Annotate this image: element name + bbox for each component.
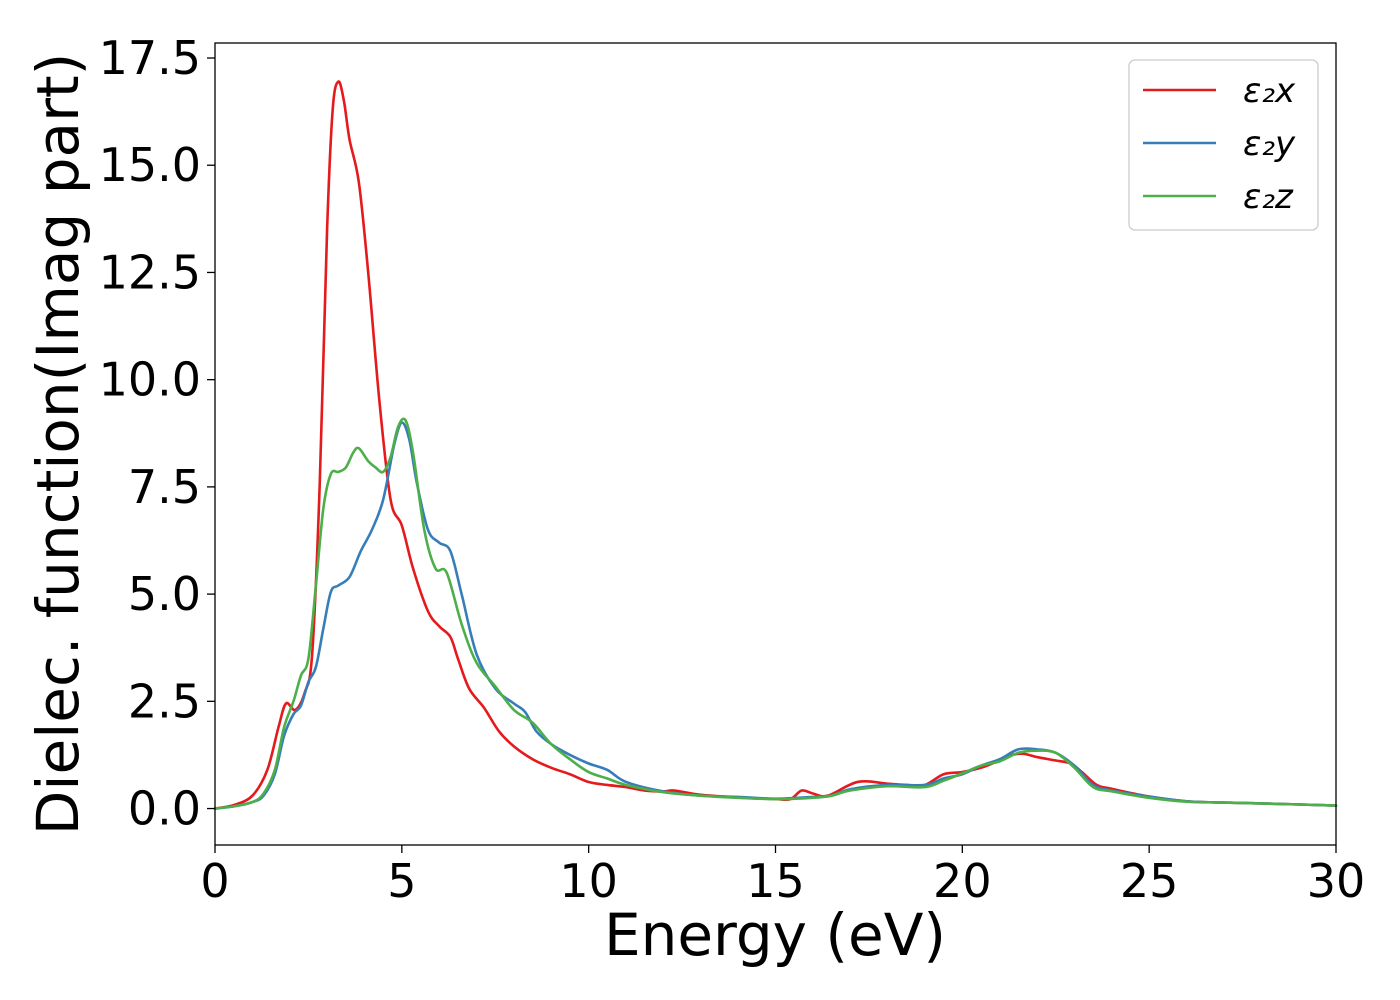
y-tick-label: 10.0 [99,353,201,407]
y-tick-label: 17.5 [99,31,201,85]
x-tick-label: 0 [200,854,229,908]
y-axis-ticks: 0.0 2.5 5.0 7.5 10.0 12.5 15.0 17.5 [99,31,215,836]
x-tick-label: 30 [1307,854,1366,908]
y-tick-label: 2.5 [128,674,201,728]
x-tick-label: 25 [1120,854,1179,908]
legend-box [1128,59,1319,231]
y-tick-label: 0.0 [128,782,201,836]
series-layer [213,80,1338,810]
legend-label-eps2z: ε₂z [1243,177,1294,217]
x-axis-label: Energy (eV) [604,901,946,969]
x-tick-label: 10 [559,854,618,908]
legend-label-eps2y: ε₂y [1243,124,1296,164]
x-tick-label: 15 [746,854,805,908]
y-tick-label: 7.5 [128,460,201,514]
x-tick-label: 5 [387,854,416,908]
series-line-eps2z [213,417,1338,810]
y-tick-label: 5.0 [128,567,201,621]
y-tick-label: 15.0 [99,138,201,192]
x-axis-ticks: 0 5 10 15 20 25 30 [200,845,1365,908]
series-line-eps2y [213,421,1338,810]
legend: ε₂x ε₂y ε₂z [1128,59,1319,231]
y-axis-label: Dielec. function(Imag part) [24,53,92,836]
series-line-eps2x [213,80,1338,810]
legend-label-eps2x: ε₂x [1243,71,1296,111]
x-tick-label: 20 [933,854,992,908]
y-tick-label: 12.5 [99,245,201,299]
